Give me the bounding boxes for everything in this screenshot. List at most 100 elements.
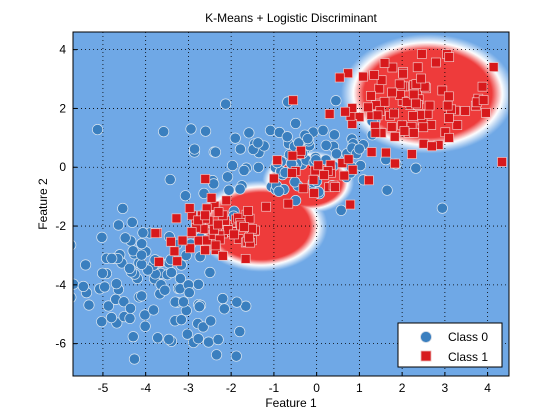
- y-axis-label: Feature 2: [36, 178, 50, 230]
- class1-point: [437, 85, 448, 96]
- class1-point: [210, 240, 221, 251]
- class1-point: [166, 236, 176, 247]
- class0-point: [222, 171, 234, 183]
- class0-point: [192, 278, 204, 290]
- class1-point: [399, 126, 410, 136]
- class1-point: [363, 102, 373, 113]
- class0-point: [335, 204, 347, 216]
- class0-point: [99, 281, 111, 293]
- class1-point: [358, 71, 368, 82]
- class1-point: [376, 75, 387, 86]
- class1-point: [408, 89, 419, 100]
- class0-point: [330, 95, 342, 107]
- class0-point: [290, 117, 302, 129]
- class1-point: [416, 73, 426, 84]
- x-tick-label: -4: [140, 381, 151, 395]
- class1-point: [184, 203, 195, 214]
- class0-point: [302, 133, 314, 145]
- class0-point: [126, 216, 138, 228]
- class1-point: [390, 158, 400, 169]
- class1-point: [347, 119, 358, 129]
- class1-point: [347, 164, 358, 175]
- class1-point: [424, 100, 435, 111]
- class1-point: [497, 157, 507, 167]
- class0-point: [252, 137, 264, 149]
- class0-point: [159, 284, 171, 296]
- class1-point: [200, 210, 210, 221]
- class1-point: [308, 174, 319, 185]
- y-tick-label: -4: [55, 278, 66, 292]
- class0-point: [124, 302, 137, 314]
- x-tick-label: 2: [399, 381, 406, 395]
- class0-point: [77, 280, 89, 292]
- class1-point: [452, 120, 463, 130]
- class0-point: [96, 267, 109, 279]
- data-points: [73, 49, 507, 365]
- class1-point: [394, 79, 405, 90]
- x-tick-label: 4: [484, 381, 491, 395]
- class1-point: [444, 132, 454, 143]
- class1-point: [200, 174, 211, 184]
- class1-point: [272, 155, 283, 166]
- class0-point: [200, 125, 212, 137]
- class0-point: [148, 304, 160, 316]
- class0-point: [217, 293, 229, 305]
- class1-point: [150, 228, 161, 239]
- class1-point: [171, 213, 182, 224]
- class1-point: [206, 192, 217, 203]
- class0-point: [281, 131, 293, 143]
- class1-point: [369, 70, 379, 80]
- class1-point: [412, 62, 423, 73]
- class0-point: [320, 139, 332, 151]
- plot-area: [73, 32, 509, 376]
- class0-point: [223, 184, 235, 196]
- x-tick-label: 1: [356, 381, 363, 395]
- y-tick-label: 2: [59, 101, 66, 115]
- class1-point: [366, 147, 377, 157]
- chart-title: K-Means + Logistic Discriminant: [205, 11, 377, 25]
- class1-point: [330, 182, 340, 192]
- class0-point: [218, 303, 230, 315]
- class0-point: [330, 148, 343, 160]
- legend-marker-class0: [420, 331, 432, 343]
- class1-point: [386, 122, 397, 132]
- class1-point: [427, 141, 437, 152]
- class0-point: [177, 296, 190, 308]
- class0-point: [127, 331, 139, 343]
- class0-point: [273, 185, 285, 197]
- class1-point: [460, 106, 471, 116]
- class1-point: [213, 207, 224, 217]
- class0-point: [139, 320, 151, 332]
- class0-point: [203, 336, 215, 348]
- class1-point: [229, 229, 239, 240]
- class0-point: [124, 262, 136, 274]
- class0-point: [128, 353, 140, 365]
- class1-point: [334, 72, 345, 83]
- class1-point: [418, 122, 429, 133]
- class1-point: [193, 215, 204, 226]
- class1-point: [296, 145, 306, 156]
- class0-point: [158, 126, 170, 138]
- class1-point: [444, 52, 455, 63]
- class1-point: [381, 147, 391, 158]
- class1-point: [443, 91, 454, 102]
- class1-point: [488, 62, 499, 72]
- class0-point: [73, 292, 77, 303]
- class1-point: [177, 235, 188, 246]
- class1-point: [374, 83, 385, 94]
- class1-point: [261, 201, 272, 212]
- class0-point: [231, 296, 243, 308]
- class0-point: [220, 98, 232, 110]
- y-tick-label: -2: [55, 219, 66, 233]
- class0-point: [110, 278, 122, 290]
- plot-frame: [72, 31, 510, 377]
- legend-label-class0: Class 0: [448, 330, 488, 344]
- class1-point: [442, 100, 453, 111]
- class1-point: [419, 81, 430, 92]
- y-tick-label: 4: [59, 43, 66, 57]
- class1-point: [287, 167, 297, 178]
- class1-point: [243, 206, 253, 216]
- class0-point: [192, 333, 204, 345]
- legend-label-class1: Class 1: [448, 350, 488, 364]
- class0-point: [118, 296, 130, 308]
